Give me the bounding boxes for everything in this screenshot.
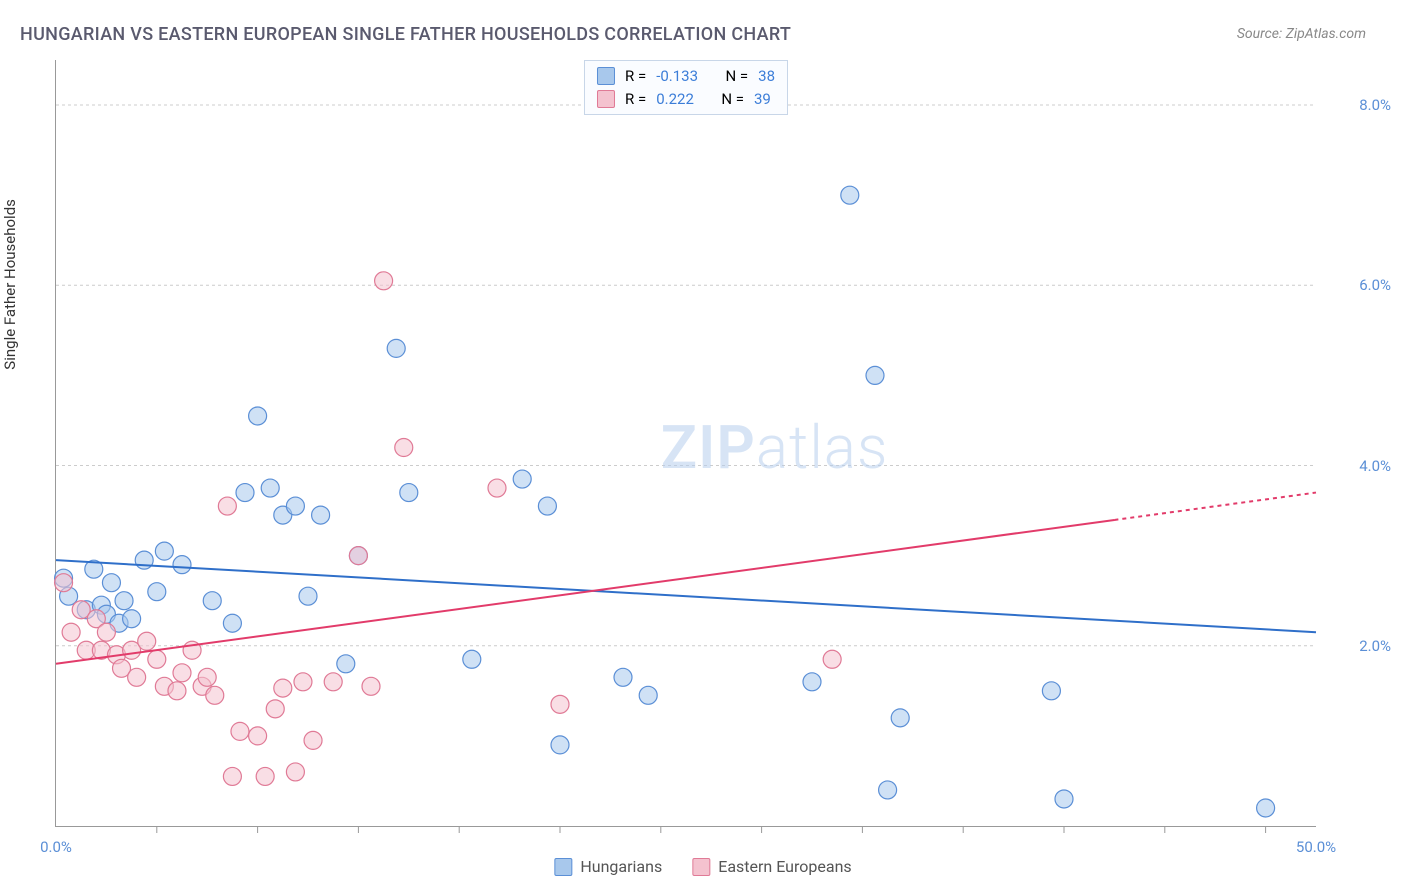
data-point	[123, 610, 141, 628]
r-value-eastern-europeans: 0.222	[656, 88, 694, 111]
data-point	[155, 542, 173, 560]
chart-title: HUNGARIAN VS EASTERN EUROPEAN SINGLE FAT…	[20, 24, 791, 45]
y-tick-label: 8.0%	[1359, 96, 1391, 114]
data-point	[102, 574, 120, 592]
r-label: R =	[625, 88, 646, 111]
swatch-eastern-europeans-icon	[692, 858, 710, 876]
stats-legend-box: R = -0.133 N = 38 R = 0.222 N = 39	[584, 60, 788, 115]
stats-row-eastern-europeans: R = 0.222 N = 39	[597, 88, 775, 111]
data-point	[168, 682, 186, 700]
data-point	[1257, 799, 1275, 817]
data-point	[223, 767, 241, 785]
chart-container: HUNGARIAN VS EASTERN EUROPEAN SINGLE FAT…	[0, 0, 1406, 892]
data-point	[1055, 790, 1073, 808]
data-point	[148, 583, 166, 601]
data-point	[324, 673, 342, 691]
data-point	[304, 731, 322, 749]
plot-area: ZIPatlas R = -0.133 N = 38 R = 0.222 N =…	[55, 60, 1316, 827]
data-point	[387, 339, 405, 357]
data-point	[148, 650, 166, 668]
data-point	[488, 479, 506, 497]
data-point	[614, 668, 632, 686]
data-point	[236, 484, 254, 502]
legend-label-eastern-europeans: Eastern Europeans	[718, 857, 851, 876]
data-point	[1042, 682, 1060, 700]
stats-row-hungarians: R = -0.133 N = 38	[597, 65, 775, 88]
data-point	[841, 186, 859, 204]
data-point	[115, 592, 133, 610]
r-label: R =	[625, 65, 646, 88]
source-attribution: Source: ZipAtlas.com	[1237, 26, 1366, 42]
r-value-hungarians: -0.133	[656, 65, 698, 88]
data-point	[337, 655, 355, 673]
y-tick-label: 4.0%	[1359, 457, 1391, 475]
data-point	[312, 506, 330, 524]
legend-label-hungarians: Hungarians	[580, 857, 662, 876]
legend-item-hungarians: Hungarians	[554, 857, 662, 876]
data-point	[203, 592, 221, 610]
data-point	[261, 479, 279, 497]
y-axis-label: Single Father Households	[1, 199, 19, 370]
n-value-hungarians: 38	[758, 65, 775, 88]
data-point	[551, 736, 569, 754]
data-point	[803, 673, 821, 691]
n-label: N =	[721, 88, 744, 111]
data-point	[198, 668, 216, 686]
data-point	[551, 695, 569, 713]
y-tick-label: 2.0%	[1359, 637, 1391, 655]
scatter-svg	[56, 60, 1316, 826]
n-label: N =	[725, 65, 748, 88]
trend-line	[56, 560, 1316, 632]
data-point	[513, 470, 531, 488]
n-value-eastern-europeans: 39	[754, 88, 771, 111]
legend-bottom: Hungarians Eastern Europeans	[554, 857, 851, 876]
data-point	[223, 614, 241, 632]
data-point	[879, 781, 897, 799]
data-point	[256, 767, 274, 785]
data-point	[891, 709, 909, 727]
data-point	[138, 632, 156, 650]
data-point	[395, 439, 413, 457]
swatch-hungarians	[597, 67, 615, 85]
data-point	[218, 497, 236, 515]
data-point	[294, 673, 312, 691]
legend-item-eastern-europeans: Eastern Europeans	[692, 857, 851, 876]
data-point	[286, 497, 304, 515]
data-point	[866, 366, 884, 384]
data-point	[231, 722, 249, 740]
data-point	[538, 497, 556, 515]
data-point	[173, 556, 191, 574]
data-point	[249, 407, 267, 425]
data-point	[463, 650, 481, 668]
data-point	[299, 587, 317, 605]
data-point	[375, 272, 393, 290]
data-point	[266, 700, 284, 718]
data-point	[400, 484, 418, 502]
data-point	[823, 650, 841, 668]
data-point	[128, 668, 146, 686]
data-point	[286, 763, 304, 781]
data-point	[249, 727, 267, 745]
x-tick-label: 0.0%	[40, 838, 72, 856]
y-tick-label: 6.0%	[1359, 276, 1391, 294]
data-point	[206, 686, 224, 704]
swatch-eastern-europeans	[597, 90, 615, 108]
data-point	[55, 574, 73, 592]
data-point	[362, 677, 380, 695]
trend-line-dashed	[1114, 493, 1316, 520]
x-tick-label: 50.0%	[1296, 838, 1336, 856]
data-point	[173, 664, 191, 682]
data-point	[97, 623, 115, 641]
data-point	[349, 547, 367, 565]
swatch-hungarians-icon	[554, 858, 572, 876]
data-point	[62, 623, 80, 641]
data-point	[639, 686, 657, 704]
data-point	[274, 679, 292, 697]
